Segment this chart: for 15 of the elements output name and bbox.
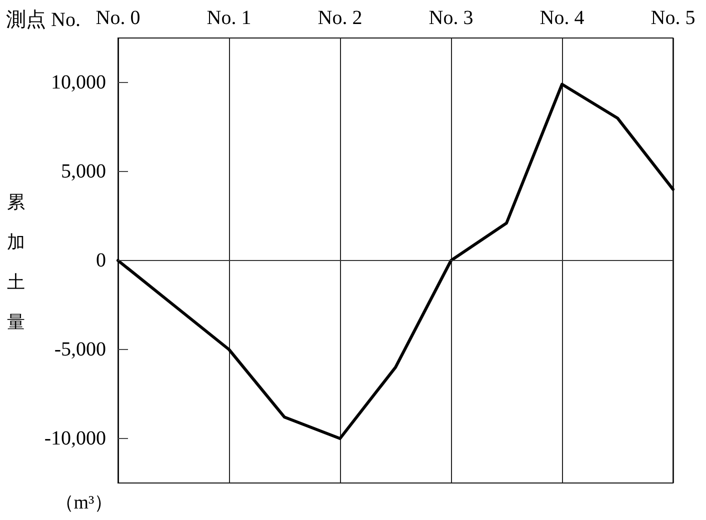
y-axis-title: 累加土量 bbox=[7, 192, 25, 332]
line-series bbox=[116, 82, 674, 440]
y-tick-label: -10,000 bbox=[44, 428, 106, 450]
y-tick-label: 10,000 bbox=[51, 72, 106, 94]
y-tick-label: -5,000 bbox=[54, 338, 106, 360]
x-tick-label: No. 5 bbox=[650, 7, 696, 29]
x-tick-label: No. 3 bbox=[428, 7, 474, 29]
x-tick-label: No. 2 bbox=[318, 7, 362, 29]
text: （m³） bbox=[54, 492, 114, 514]
x-tick-label: No. 1 bbox=[206, 7, 252, 29]
y-tick-label: 0 bbox=[96, 250, 106, 272]
x-axis-title: 測点 No. bbox=[6, 9, 80, 31]
x-tick-label: No. 0 bbox=[96, 7, 140, 29]
x-tick-label: No. 4 bbox=[540, 7, 584, 29]
y-tick-label: 5,000 bbox=[61, 160, 106, 182]
